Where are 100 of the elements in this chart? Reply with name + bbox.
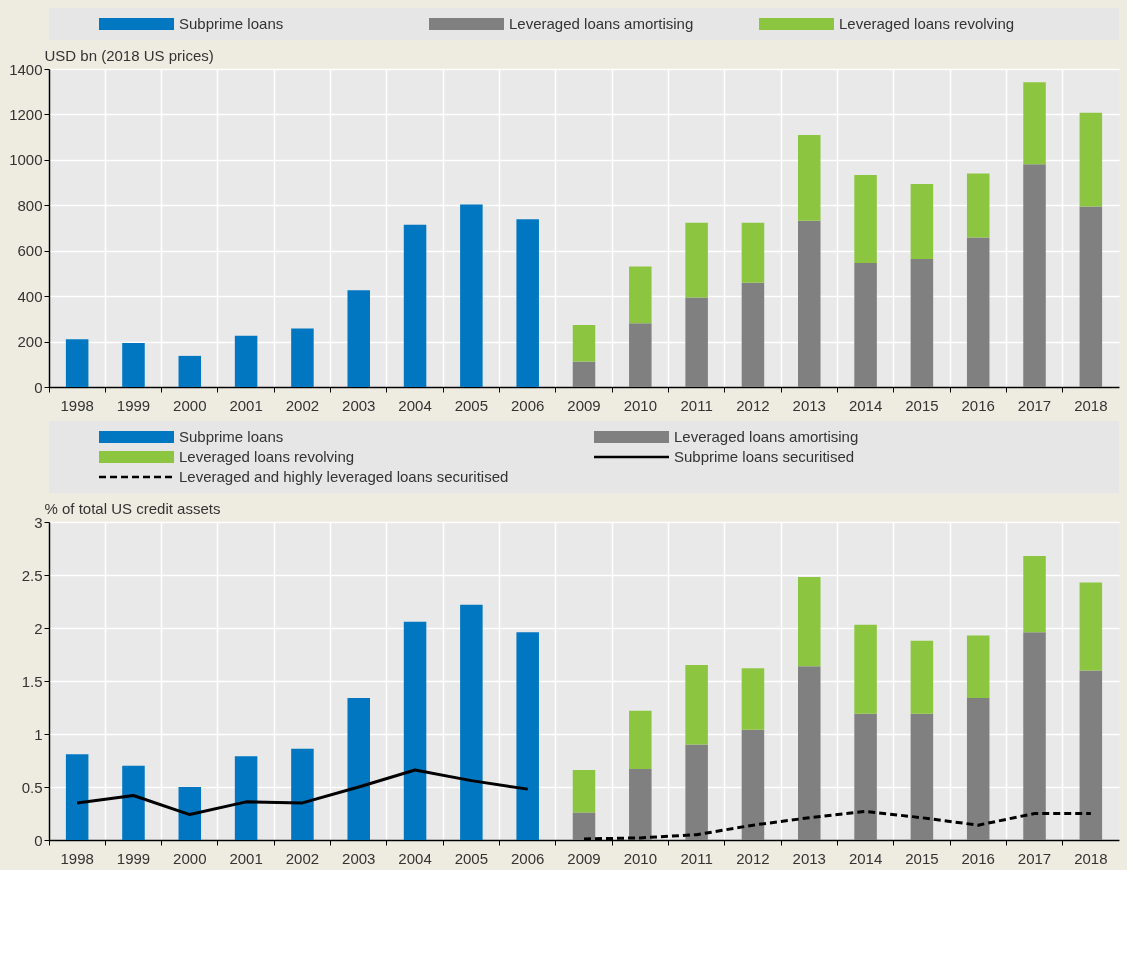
bar [572,324,596,362]
x-tick-label: 2018 [1074,396,1108,414]
y-tick-label: 0.5 [21,778,43,796]
x-tick-label: 2011 [680,396,713,414]
legend-label: Leveraged and highly leveraged loans securitised [179,468,509,485]
x-tick-label: 2016 [961,849,995,867]
x-tick-label: 2013 [792,396,826,414]
y-tick-label: 1000 [9,151,43,169]
y-tick-label: 0 [34,378,43,396]
x-tick-label: 1998 [60,396,94,414]
x-tick-label: 2017 [1017,849,1052,867]
x-tick-label: 2012 [736,849,770,867]
x-tick-label: 2004 [398,396,432,414]
bar [910,640,934,714]
bar [685,744,708,840]
y-tick-label: 2.5 [21,566,43,584]
bar [798,135,821,221]
bar [966,237,990,387]
bar [122,765,145,840]
y-tick-label: 400 [17,287,43,305]
x-tick-label: 2009 [567,396,601,414]
y-tick-label: 200 [17,333,43,351]
x-tick-label: 2005 [454,849,489,867]
x-tick-label: 1999 [116,396,151,414]
legend-label: Leveraged loans amortising [674,428,859,445]
y-tick-label: 3 [34,513,43,531]
x-tick-label: 2001 [229,396,263,414]
bar [798,220,821,387]
bar [347,697,370,840]
bar [1023,82,1046,165]
y-axis-title: USD bn (2018 US prices) [44,46,214,64]
bar [629,768,652,840]
bar [178,355,202,387]
bar [1079,112,1103,207]
x-tick-label: 1998 [60,849,94,867]
x-tick-label: 2003 [342,849,376,867]
bar [403,621,427,840]
bar [798,666,821,840]
bar [854,713,877,840]
bar [798,577,821,667]
bar [629,266,652,324]
x-tick-label: 2006 [511,849,545,867]
bar [966,635,990,698]
bar [854,624,877,714]
y-tick-label: 1400 [9,60,43,78]
bar [65,754,89,840]
bar [741,282,765,387]
bar [122,342,145,387]
bar [741,222,765,283]
bar [629,710,652,769]
bar [910,259,934,387]
x-tick-label: 2010 [623,849,657,867]
y-tick-label: 1200 [9,105,43,123]
bar [1023,632,1046,840]
bar [516,632,539,840]
x-tick-label: 2009 [567,849,601,867]
bar [741,668,765,730]
bar [234,335,258,387]
bar [966,697,990,840]
bar [1079,670,1103,840]
bar [685,297,708,387]
bar [1023,555,1046,633]
x-tick-label: 2000 [173,396,207,414]
y-tick-label: 2 [34,619,43,637]
bar [910,183,934,260]
x-tick-label: 2015 [905,396,939,414]
bar [460,604,483,840]
x-tick-label: 2017 [1017,396,1052,414]
x-tick-label: 2014 [848,396,883,414]
x-tick-label: 2015 [905,849,939,867]
bar [291,328,314,387]
bar [854,175,877,263]
bar [1079,582,1103,671]
bar [403,224,427,387]
bar [178,787,202,840]
x-tick-label: 2003 [342,396,376,414]
bar [291,748,314,840]
legend-label: Subprime loans [179,15,284,32]
legend-label: Subprime loans [179,428,284,445]
legend-label: Leveraged loans revolving [839,15,1015,32]
x-tick-label: 2002 [285,849,320,867]
bar [1079,206,1103,387]
bar [65,339,89,387]
bar [460,204,483,387]
y-tick-label: 800 [17,196,43,214]
y-tick-label: 600 [17,242,43,260]
bar [685,222,708,298]
x-tick-label: 2012 [736,396,770,414]
x-tick-label: 2000 [173,849,207,867]
x-tick-label: 2010 [623,396,657,414]
bar [966,173,990,238]
bar [572,770,596,813]
bar [1023,164,1046,387]
legend-label: Leveraged loans amortising [509,15,694,32]
bar [572,812,596,840]
y-tick-label: 0 [34,831,43,849]
bar [516,219,539,387]
x-tick-label: 2016 [961,396,995,414]
x-tick-label: 2011 [680,849,713,867]
legend-label: Subprime loans securitised [674,448,855,465]
